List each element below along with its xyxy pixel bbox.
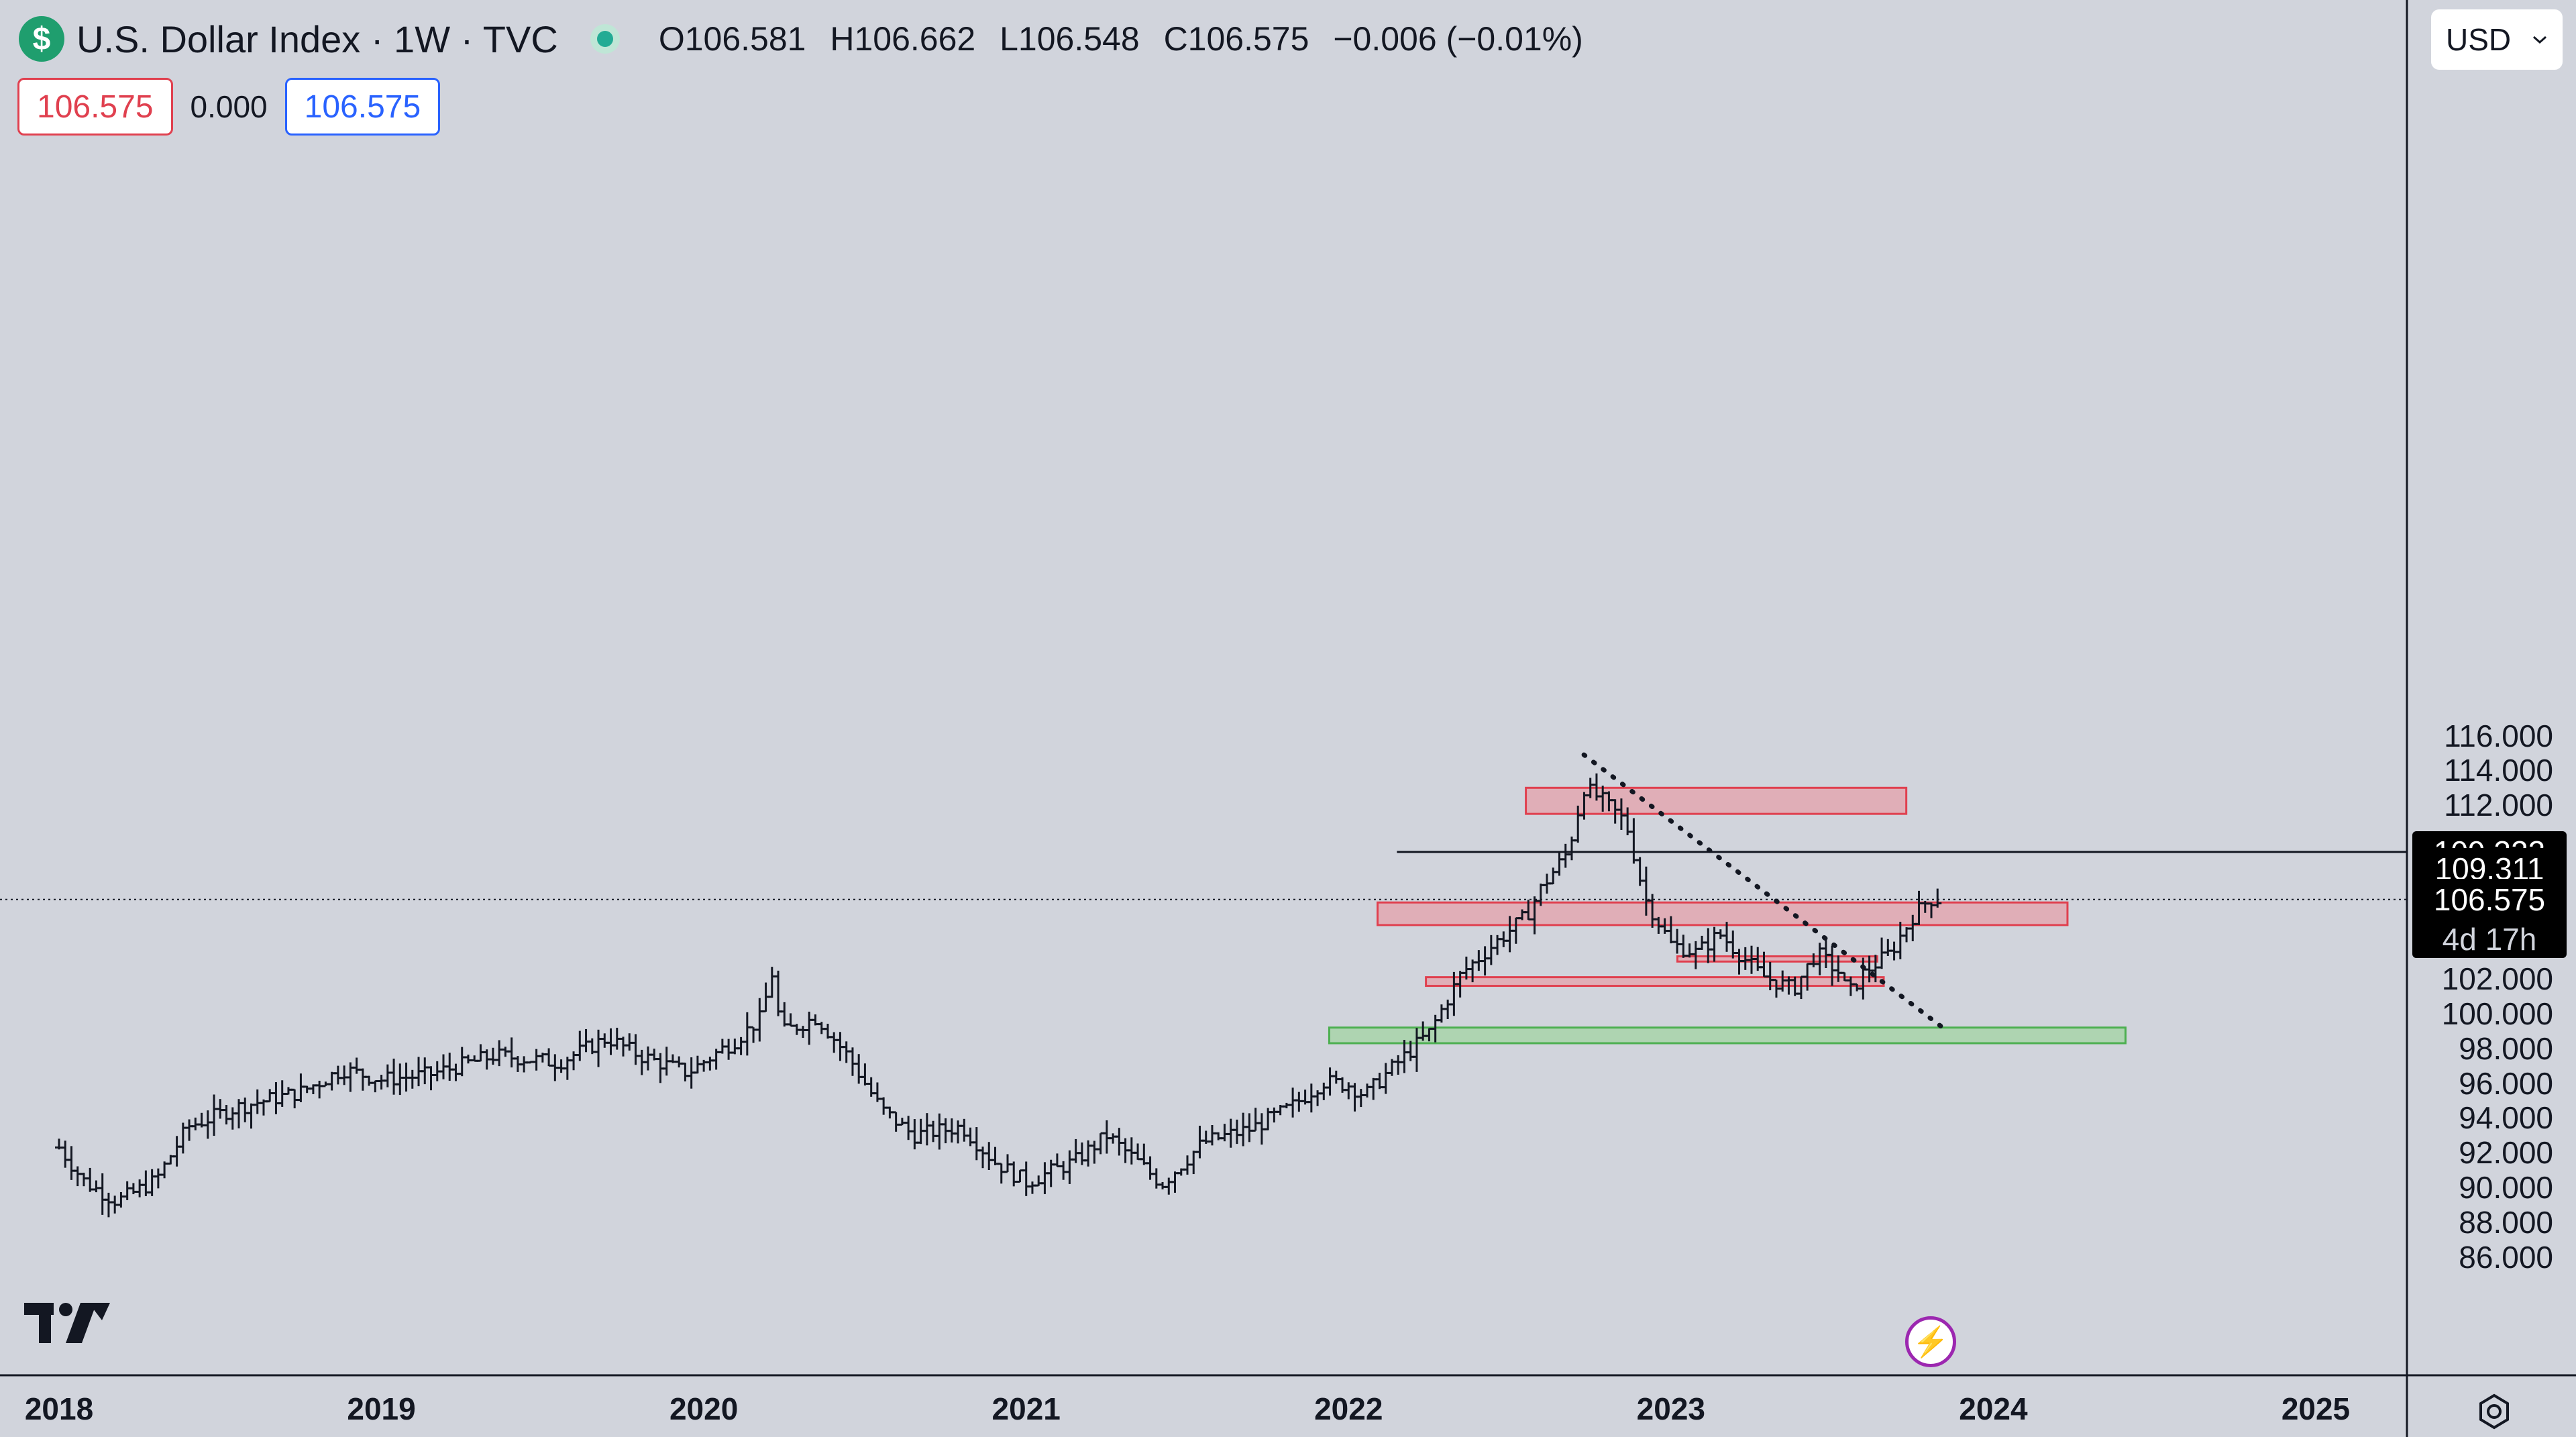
price-tick-label: 88.000 bbox=[2459, 1204, 2553, 1240]
chevron-down-icon bbox=[2533, 36, 2546, 44]
price-tick-label: 98.000 bbox=[2459, 1030, 2553, 1066]
bid-button[interactable]: 106.575 bbox=[17, 78, 173, 136]
price-tick-label: 112.000 bbox=[2444, 788, 2553, 823]
price-tick-label: 86.000 bbox=[2459, 1239, 2553, 1275]
drawing-layer bbox=[0, 752, 2407, 1032]
price-tag: 106.575 4d 17h bbox=[2412, 878, 2567, 958]
price-tick-label: 114.000 bbox=[2444, 753, 2553, 788]
gear-icon[interactable] bbox=[2475, 1393, 2513, 1430]
ohlc-bar bbox=[1933, 888, 1942, 908]
price-tick-label: 116.000 bbox=[2444, 718, 2553, 753]
resistance-zone-1[interactable] bbox=[1525, 786, 1908, 815]
open-value: O106.581 bbox=[658, 20, 806, 58]
dotted-trendline[interactable] bbox=[1581, 752, 1947, 1032]
price-tick-label: 90.000 bbox=[2459, 1170, 2553, 1205]
ohlc-values: O106.581 H106.662 L106.548 C106.575 −0.0… bbox=[659, 19, 1598, 58]
time-tick-label: 2025 bbox=[2281, 1391, 2351, 1426]
symbol-title[interactable]: U.S. Dollar Index · 1W · TVC bbox=[76, 17, 558, 60]
dollar-logo-icon: $ bbox=[19, 16, 64, 62]
quote-row: 106.575 0.000 106.575 bbox=[17, 78, 441, 136]
price-tick-label: 94.000 bbox=[2459, 1100, 2553, 1136]
time-tick-label: 2022 bbox=[1314, 1391, 1383, 1426]
price-tick-label: 92.000 bbox=[2459, 1135, 2553, 1171]
change-value: −0.006 (−0.01%) bbox=[1333, 20, 1583, 58]
time-tick-label: 2021 bbox=[991, 1391, 1061, 1426]
resistance-zone-4[interactable] bbox=[1425, 976, 1885, 988]
time-tick-label: 2023 bbox=[1636, 1391, 1706, 1426]
tradingview-logo-icon bbox=[24, 1303, 110, 1343]
support-zone-1[interactable] bbox=[1328, 1026, 2127, 1045]
ask-button[interactable]: 106.575 bbox=[284, 78, 441, 136]
symbol-header: $ U.S. Dollar Index · 1W · TVC O106.581 … bbox=[19, 12, 1598, 66]
spread-value: 0.000 bbox=[190, 89, 268, 124]
price-tick-label: 96.000 bbox=[2459, 1065, 2553, 1101]
time-tick-label: 2018 bbox=[24, 1391, 94, 1426]
currency-value: USD bbox=[2446, 22, 2512, 57]
close-value: C106.575 bbox=[1163, 20, 1309, 58]
market-status-icon[interactable] bbox=[590, 24, 620, 54]
ohlc-bars bbox=[55, 773, 1942, 1218]
high-value: H106.662 bbox=[830, 20, 976, 58]
resistance-zone-3[interactable] bbox=[1676, 955, 1878, 963]
resistance-zone-2[interactable] bbox=[1377, 901, 2069, 926]
low-value: L106.548 bbox=[1000, 20, 1140, 58]
price-tick-label: 102.000 bbox=[2441, 961, 2553, 997]
time-tick-label: 2024 bbox=[1959, 1391, 2028, 1426]
currency-select[interactable]: USD bbox=[2431, 9, 2563, 70]
time-tick-label: 2019 bbox=[347, 1391, 416, 1426]
time-tick-label: 2020 bbox=[669, 1391, 739, 1426]
price-tick-label: 100.000 bbox=[2441, 996, 2553, 1031]
lightning-icon[interactable]: ⚡ bbox=[1905, 1316, 1956, 1367]
